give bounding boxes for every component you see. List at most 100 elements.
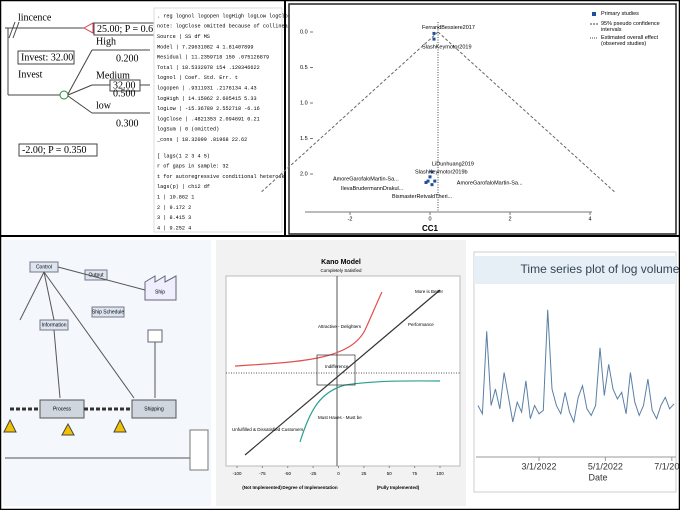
arrow xyxy=(43,271,135,399)
point-label: SlashKeymotor2019b xyxy=(415,169,468,175)
study-point xyxy=(433,179,437,183)
point-label: FerrandBessiere2017 xyxy=(422,25,475,31)
summary-box xyxy=(189,429,209,471)
attractive-curve xyxy=(234,291,383,367)
probability: 0.200 xyxy=(116,53,139,64)
output-line: r of gaps in sample: 32 xyxy=(157,164,229,170)
output-line: lags(p) | chi2 df xyxy=(157,184,210,190)
output-line: logopen | .9311931 .2176134 4.43 xyxy=(157,85,257,91)
x-tick-label: 0 xyxy=(428,216,431,222)
node-label: Invest xyxy=(18,69,43,80)
plot-area xyxy=(225,275,461,467)
x-tick-label: -75 xyxy=(259,471,266,476)
output-line: Model | 7.29631082 4 1.81407899 xyxy=(157,44,254,50)
terminal xyxy=(82,22,94,34)
curve-label: Performance xyxy=(408,322,434,327)
arrow xyxy=(57,266,146,291)
output-line: Total | 18.5332978 154 .120346622 xyxy=(157,65,260,71)
box xyxy=(84,269,108,281)
process-box xyxy=(131,399,177,419)
payoff: -2.00; P = 0.350 xyxy=(22,145,86,156)
box xyxy=(18,143,98,157)
arrow xyxy=(19,271,45,321)
y-tick-label: 0.5 xyxy=(300,65,308,71)
decision-tree: lincence 25.00; P = 0.6 Invest: 32.00 In… xyxy=(5,5,155,233)
x-label: Date xyxy=(588,472,607,482)
legend-entry: Primary studies xyxy=(601,11,639,17)
tick xyxy=(8,21,16,39)
node-value: 32.00 xyxy=(113,80,136,91)
box-label: Output xyxy=(88,272,104,278)
branch xyxy=(67,84,93,96)
probability: 0.300 xyxy=(116,118,139,129)
x-tick-label: 25 xyxy=(361,471,367,476)
x-label: (Not Implemented) xyxy=(242,485,282,490)
truck-icon xyxy=(147,329,163,343)
funnel-plot: 0.0 0.5 1.0 1.5 2.0 -2 0 2 4 CC1 FerrandBessiere20… xyxy=(261,3,677,235)
point-label: LiDunhuang2019 xyxy=(432,161,474,167)
warning-icon xyxy=(3,418,17,433)
legend-entry: Estimated overall effect (observed studie… xyxy=(601,35,659,47)
indifference-box xyxy=(316,354,356,386)
curve-label: Indifference xyxy=(325,364,349,369)
point-label: AmoreGarofaloMartin-Sa... xyxy=(333,177,399,183)
x-tick-label: -25 xyxy=(310,471,317,476)
chance-node xyxy=(59,90,69,100)
branch xyxy=(67,49,93,95)
box xyxy=(17,50,75,65)
output-window xyxy=(153,7,283,233)
warning-icon xyxy=(61,422,75,436)
y-tick-label: 1.5 xyxy=(300,136,308,142)
curve-label: Attractive - Delighters xyxy=(318,324,362,329)
x-label: Degree of Implementation xyxy=(282,485,338,490)
x-tick-label: 4 xyxy=(588,216,591,222)
box xyxy=(91,306,125,318)
factory-icon xyxy=(144,275,177,301)
regression-output: . reg lognol logopen logHigh logLow logC… xyxy=(156,13,300,231)
branch xyxy=(67,95,93,114)
output-line: [ lags(1 2 3 4 5) xyxy=(157,153,210,159)
box-label: Information xyxy=(41,322,66,328)
curve-label: More is Better xyxy=(415,289,444,294)
tick xyxy=(12,21,20,39)
x-label: CC1 xyxy=(422,224,439,233)
study-point xyxy=(430,183,434,187)
output-line: logHigh | 14.15962 2.605415 5.33 xyxy=(157,96,257,102)
performance-line xyxy=(244,289,441,456)
output-line: t for autoregressive conditional heteros… xyxy=(157,174,285,180)
output-line: 4 | 9.252 4 xyxy=(157,225,191,231)
x-tick-label: -100 xyxy=(232,471,242,476)
x-tick-label: 7/1/2022 xyxy=(654,461,680,471)
time-series: Time series plot of log volume Date 3/1/… xyxy=(473,251,680,493)
node-box: Invest: 32.00 xyxy=(21,52,73,63)
y-tick-label: 2.0 xyxy=(300,171,308,177)
study-point xyxy=(424,181,428,185)
title: Kano Model xyxy=(321,259,361,266)
output-line: Residual | 11.2359718 150 .075126879 xyxy=(157,55,269,61)
x-tick-label: 5/1/2022 xyxy=(588,461,623,471)
arrow xyxy=(53,329,61,399)
x-tick-label: 100 xyxy=(436,471,444,476)
study-point xyxy=(430,170,434,174)
branch-label: low xyxy=(96,100,112,111)
panel xyxy=(5,5,153,233)
branch-label: Medium xyxy=(96,70,130,81)
box xyxy=(109,79,141,92)
study-point xyxy=(426,179,430,183)
box-label: Ship xyxy=(155,289,165,295)
title: Time series plot of log volume xyxy=(521,262,680,276)
point-label: AmoreGarofaloMartin-Sa... xyxy=(457,181,523,187)
curve-label: Must Haves - Must be xyxy=(318,415,362,420)
value-stream-map: Control Output Information Ship Schedule… xyxy=(3,240,211,506)
output-line: 2 | 9.172 2 xyxy=(157,205,191,211)
output-line: note: logClose omitted because of collin… xyxy=(157,24,300,30)
box-label: Ship Schedule xyxy=(92,309,124,315)
warning-icon xyxy=(113,418,127,433)
x-tick-label: 2 xyxy=(508,216,511,222)
x-tick-label: -50 xyxy=(284,471,291,476)
subtitle: Completely Satisfied xyxy=(320,268,362,273)
output-line: logLow | -15.36789 2.552718 -6.16 xyxy=(157,106,260,112)
output-line: Source | SS df MS xyxy=(157,34,210,40)
output-line: _cons | 18.32099 .81968 22.62 xyxy=(156,137,247,143)
probability: 0.500 xyxy=(113,88,136,99)
